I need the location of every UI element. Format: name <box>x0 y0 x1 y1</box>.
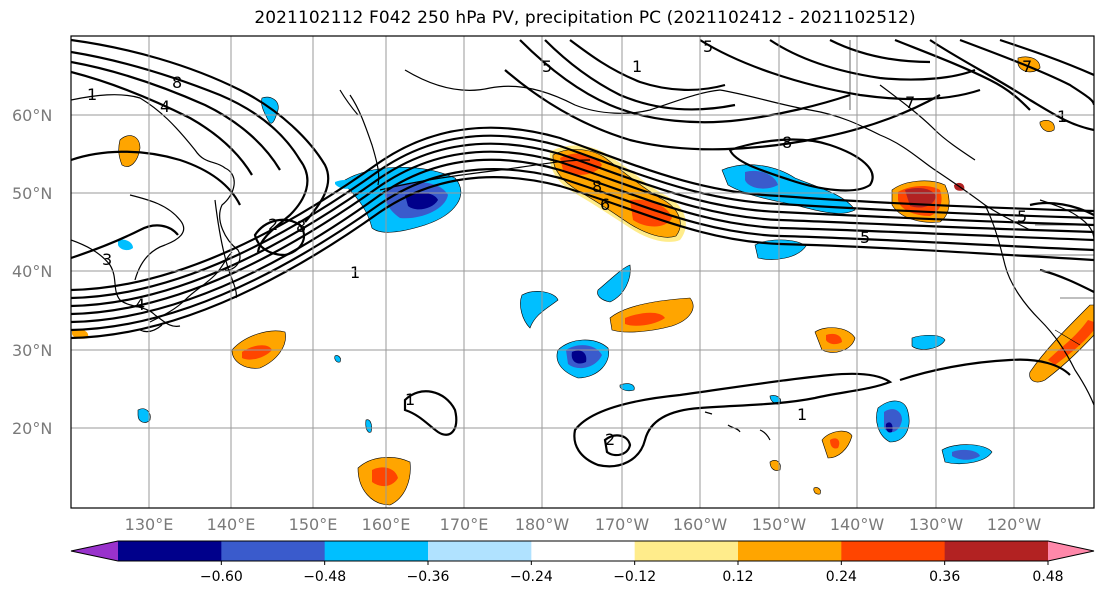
contour-label: 5 <box>860 228 870 247</box>
negative-precip-patch <box>941 444 993 464</box>
contour-label: 3 <box>102 250 112 269</box>
colorbar-tick-label: −0.12 <box>613 569 656 585</box>
positive-precip-patch <box>814 327 856 353</box>
positive-precip-patch <box>609 297 694 333</box>
colorbar-tick-label: 0.12 <box>722 569 753 585</box>
map-frame <box>70 35 1095 509</box>
contour-label: 2 <box>605 430 615 449</box>
positive-precip-patch <box>821 430 853 459</box>
lon-label: 150°W <box>752 515 807 534</box>
colorbar-tick-label: −0.24 <box>510 569 553 585</box>
contour-label: 2 <box>268 215 278 234</box>
lon-label: 130°E <box>125 515 174 534</box>
lat-label: 30°N <box>12 341 52 360</box>
contour-label: 7 <box>1022 57 1032 76</box>
contour-label-layer: 8 4 3 1 2 4 5 1 1 2 1 5 8 8 5 6 8 1 1 7 <box>87 37 1067 449</box>
contour-label: 1 <box>1057 107 1067 126</box>
lat-label: 20°N <box>12 419 52 438</box>
map-area <box>71 36 1094 508</box>
lon-label: 180°W <box>515 515 570 534</box>
colorbar-extend-high <box>1048 541 1094 561</box>
contour-label: 1 <box>350 263 360 282</box>
longitude-axis: 130°E 140°E 150°E 160°E 170°E 180°W 170°… <box>125 515 1042 534</box>
contour-label: 4 <box>135 295 145 314</box>
contour-label: 8 <box>296 217 306 236</box>
colorbar-swatch <box>221 541 326 561</box>
contour-label: 8 <box>172 73 182 92</box>
lat-label: 40°N <box>12 262 52 281</box>
colorbar-extend-low <box>71 541 118 561</box>
colorbar-swatch <box>944 541 1049 561</box>
colorbar-tick-label: −0.48 <box>303 569 346 585</box>
contour-label: 5 <box>542 57 552 76</box>
negative-precip-patch <box>721 164 856 214</box>
gridline-layer <box>71 36 1094 508</box>
contour-label: 1 <box>87 85 97 104</box>
contour-label: 6 <box>600 195 610 214</box>
colorbar-swatch <box>634 541 739 561</box>
contour-label: 8 <box>782 133 792 152</box>
contour-label: 8 <box>592 177 602 196</box>
colorbar-swatch <box>324 541 429 561</box>
lon-label: 160°W <box>673 515 728 534</box>
colorbar-tick-label: 0.24 <box>826 569 857 585</box>
lon-label: 160°E <box>362 515 411 534</box>
pv-contour-layer <box>71 38 1094 468</box>
lon-label: 130°W <box>909 515 964 534</box>
negative-precip-patch <box>876 400 910 443</box>
coastline-layer <box>71 69 1094 441</box>
lon-label: 170°W <box>595 515 650 534</box>
colorbar-swatch <box>841 541 946 561</box>
colorbar-tick-label: 0.48 <box>1032 569 1063 585</box>
colorbar-tick-layer: −0.60 −0.48 −0.36 −0.24 −0.12 0.12 0.24 0.36 0.4… <box>200 561 1064 585</box>
lon-label: 140°E <box>207 515 256 534</box>
colorbar <box>70 540 1095 562</box>
lon-label: 150°E <box>289 515 338 534</box>
colorbar-swatch <box>428 541 532 561</box>
colorbar-tick-label: 0.36 <box>929 569 960 585</box>
contour-label: 7 <box>905 93 915 112</box>
colorbar-swatch <box>738 541 842 561</box>
contour-label: 5 <box>703 37 713 56</box>
figure-title: 2021102112 F042 250 hPa PV, precipitatio… <box>254 8 916 28</box>
contour-label: 1 <box>405 390 415 409</box>
lon-label: 120°W <box>987 515 1042 534</box>
colorbar-tick-label: −0.36 <box>407 569 450 585</box>
contour-label: 1 <box>632 57 642 76</box>
contour-label: 5 <box>1017 207 1027 226</box>
colorbar-swatch <box>118 541 222 561</box>
lon-label: 170°E <box>440 515 489 534</box>
latitude-axis: 60°N 50°N 40°N 30°N 20°N <box>12 106 52 438</box>
colorbar-tick-label: −0.60 <box>200 569 243 585</box>
positive-precip-patch <box>357 457 411 506</box>
contour-label: 4 <box>160 97 170 116</box>
colorbar-outline <box>70 540 1095 562</box>
lon-label: 140°W <box>830 515 885 534</box>
colorbar-swatch <box>531 541 636 561</box>
lat-label: 60°N <box>12 106 52 125</box>
contour-label: 1 <box>797 405 807 424</box>
lat-label: 50°N <box>12 184 52 203</box>
